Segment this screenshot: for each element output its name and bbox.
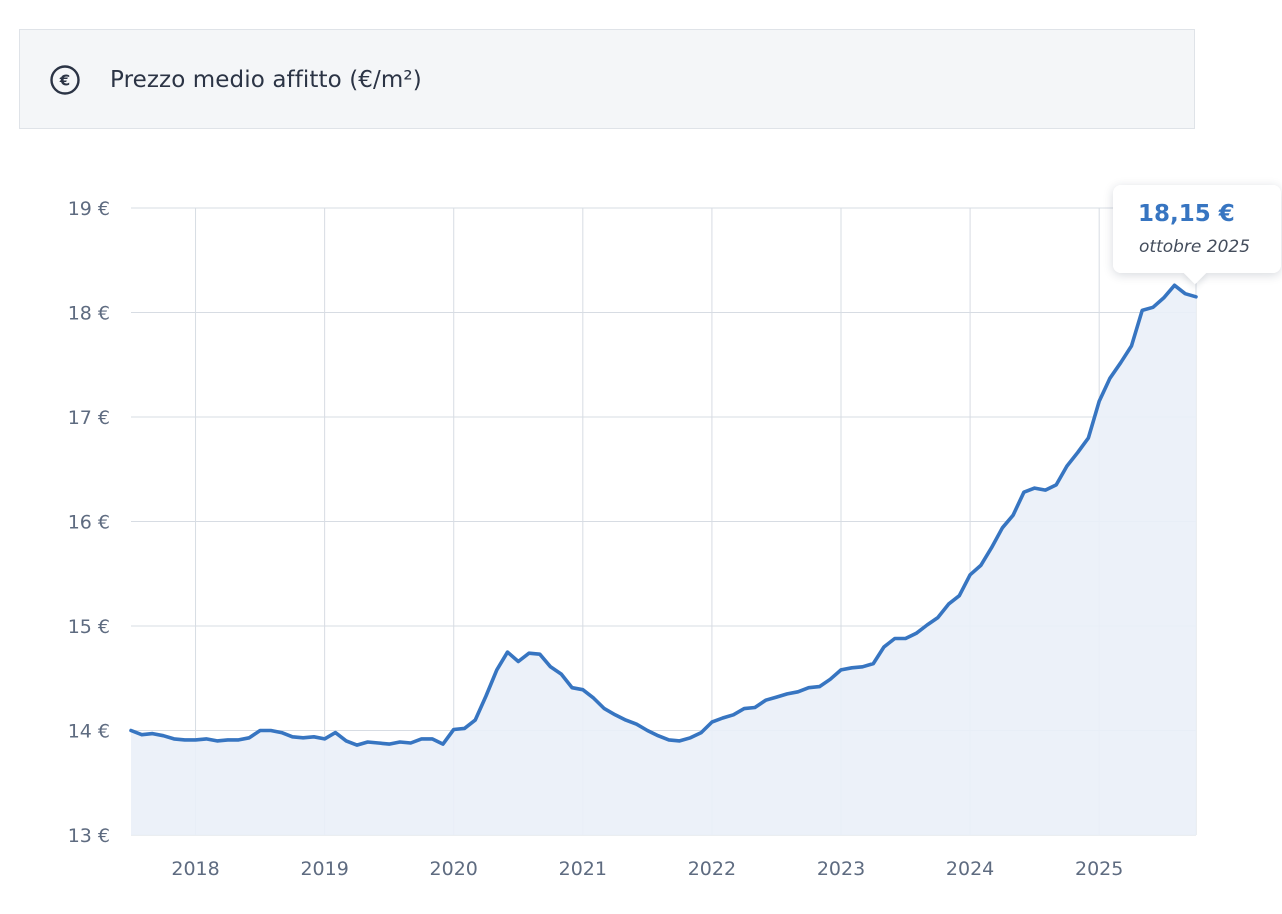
- tooltip: 18,15 € ottobre 2025: [1113, 185, 1281, 273]
- area-fill: [131, 285, 1196, 835]
- euro-circle-icon: €: [50, 65, 80, 95]
- y-tick-label: 17 €: [68, 407, 110, 429]
- series-line: [129, 283, 1198, 747]
- y-tick-label: 19 €: [68, 198, 110, 220]
- y-tick-label: 14 €: [68, 721, 110, 743]
- x-tick-label: 2020: [430, 858, 478, 880]
- x-tick-label: 2022: [688, 858, 736, 880]
- chart-header: € Prezzo medio affitto (€/m²): [19, 29, 1195, 129]
- svg-text:€: €: [59, 72, 70, 90]
- x-tick-label: 2019: [300, 858, 348, 880]
- y-tick-label: 15 €: [68, 616, 110, 638]
- y-tick-label: 18 €: [68, 303, 110, 325]
- tooltip-value: 18,15 €: [1138, 201, 1235, 227]
- tooltip-date: ottobre 2025: [1139, 237, 1251, 257]
- x-tick-label: 2023: [817, 858, 865, 880]
- x-tick-label: 2021: [559, 858, 607, 880]
- y-axis: 13 € 14 € 15 € 16 € 17 € 18 € 19 €: [68, 198, 110, 847]
- x-tick-label: 2018: [171, 858, 219, 880]
- x-tick-label: 2025: [1075, 858, 1123, 880]
- y-tick-label: 13 €: [68, 825, 110, 847]
- x-axis: 2018 2019 2020 2021 2022 2023 2024 2025: [171, 858, 1123, 880]
- x-tick-label: 2024: [946, 858, 994, 880]
- y-tick-label: 16 €: [68, 512, 110, 534]
- chart-title: Prezzo medio affitto (€/m²): [110, 67, 422, 93]
